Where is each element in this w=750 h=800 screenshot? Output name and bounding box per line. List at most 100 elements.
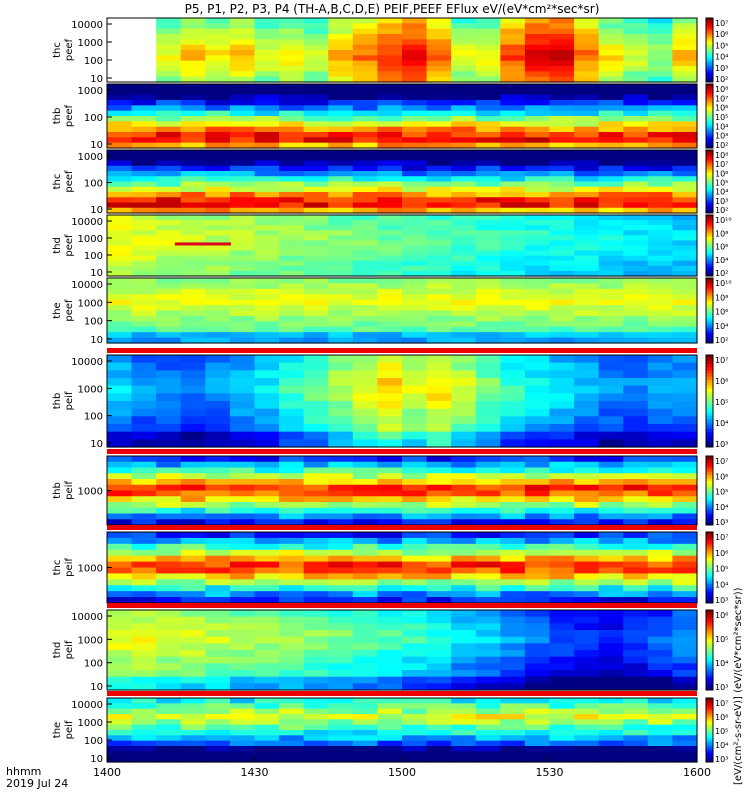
- heatmap-cell: [131, 484, 157, 492]
- heatmap-cell: [402, 171, 428, 177]
- heatmap-cell: [229, 555, 256, 563]
- colorbar-step: [706, 60, 713, 64]
- heatmap-cell: [328, 650, 354, 658]
- heatmap-cell: [180, 579, 206, 586]
- heatmap-cell: [623, 315, 649, 322]
- heatmap-cell: [131, 719, 157, 726]
- heatmap-cell: [574, 698, 600, 704]
- heatmap-cell: [377, 294, 403, 301]
- heatmap-cell: [131, 315, 157, 322]
- heatmap-cell: [426, 94, 452, 101]
- heatmap-cell: [402, 519, 428, 526]
- heatmap-cell: [352, 326, 379, 333]
- heatmap-cell: [623, 310, 649, 317]
- heatmap-cell: [451, 567, 477, 575]
- colorbar-step: [706, 120, 713, 123]
- heatmap-cell: [598, 197, 624, 204]
- heatmap-cell: [107, 573, 133, 580]
- heatmap-cell: [279, 137, 305, 144]
- heatmap-cell: [156, 549, 182, 557]
- heatmap-cell: [205, 84, 231, 90]
- colorbar-step: [706, 518, 713, 521]
- heatmap-cell: [205, 142, 231, 149]
- heatmap-cell: [205, 305, 231, 312]
- heatmap-cell: [402, 623, 428, 631]
- colorbar-step: [706, 32, 713, 36]
- heatmap-cell: [303, 315, 329, 322]
- heatmap-cell: [549, 591, 575, 598]
- heatmap-cell: [180, 55, 206, 62]
- heatmap-cell: [229, 507, 256, 515]
- heatmap-cell: [475, 555, 501, 563]
- heatmap-cell: [475, 337, 501, 344]
- heatmap-cell: [352, 132, 379, 138]
- heatmap-cell: [352, 278, 379, 285]
- red-bar: [107, 449, 697, 454]
- heatmap-cell: [352, 255, 379, 262]
- heatmap-cell: [426, 337, 452, 344]
- heatmap-cell: [475, 676, 501, 684]
- heatmap-cell: [451, 573, 477, 580]
- heatmap-cell: [475, 94, 501, 101]
- colorbar-step: [706, 231, 713, 234]
- heatmap-cell: [524, 698, 551, 704]
- panel-ylabel: the: [52, 722, 63, 738]
- heatmap-cell: [475, 579, 501, 586]
- heatmap-cell: [574, 255, 600, 262]
- heatmap-cell: [574, 746, 600, 752]
- heatmap-cell: [377, 260, 403, 267]
- heatmap-cell: [352, 192, 379, 198]
- heatmap-cell: [402, 502, 428, 509]
- colorbar-step: [706, 200, 713, 203]
- heatmap-cell: [205, 66, 231, 72]
- heatmap-cell: [303, 34, 329, 40]
- heatmap-cell: [107, 155, 133, 162]
- heatmap-cell: [279, 132, 305, 138]
- heatmap-cell: [647, 355, 674, 364]
- heatmap-cell: [180, 28, 206, 35]
- heatmap-cell: [426, 55, 452, 62]
- heatmap-cell: [524, 220, 551, 226]
- heatmap-cell: [451, 321, 477, 328]
- heatmap-cell: [500, 270, 526, 277]
- colorbar-tick: 10⁵: [715, 635, 728, 644]
- ytick-label: 1000: [78, 234, 103, 245]
- heatmap-cell: [524, 50, 551, 56]
- heatmap-cell: [549, 105, 575, 112]
- colorbar-step: [706, 253, 713, 257]
- heatmap-cell: [156, 708, 182, 715]
- heatmap-cell: [574, 18, 600, 24]
- heatmap-cell: [279, 165, 305, 172]
- colorbar-step: [706, 24, 713, 28]
- heatmap-cell: [254, 160, 280, 167]
- heatmap-cell: [254, 630, 280, 638]
- heatmap-cell: [254, 132, 280, 138]
- colorbar-step: [706, 481, 713, 485]
- heatmap-cell: [377, 370, 403, 379]
- heatmap-cell: [524, 610, 551, 618]
- heatmap-cell: [328, 636, 354, 644]
- heatmap-cell: [574, 337, 600, 344]
- heatmap-cell: [180, 250, 206, 257]
- heatmap-cell: [377, 337, 403, 344]
- heatmap-cell: [402, 94, 428, 101]
- ytick-label: 1000: [78, 487, 103, 498]
- colorbar-step: [706, 460, 713, 464]
- heatmap-cell: [500, 116, 526, 122]
- heatmap-cell: [377, 730, 403, 736]
- heatmap-cell: [500, 385, 526, 394]
- heatmap-cell: [426, 100, 452, 106]
- heatmap-cell: [623, 105, 649, 112]
- heatmap-cell: [500, 66, 526, 72]
- heatmap-cell: [500, 165, 526, 172]
- heatmap-cell: [180, 756, 206, 763]
- heatmap-cell: [107, 150, 133, 156]
- heatmap-cell: [549, 76, 575, 83]
- heatmap-cell: [451, 337, 477, 344]
- heatmap-cell: [352, 165, 379, 172]
- heatmap-cell: [229, 207, 256, 214]
- heatmap-cell: [107, 424, 133, 433]
- heatmap-cell: [131, 66, 157, 72]
- heatmap-cell: [254, 719, 280, 726]
